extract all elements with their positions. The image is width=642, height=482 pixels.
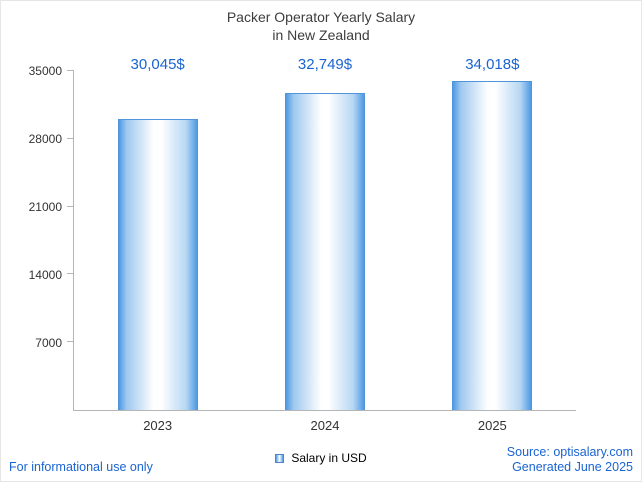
generated-text: Generated June 2025 <box>512 460 633 475</box>
bar-value-label: 30,045$ <box>130 56 185 73</box>
chart-title: Packer Operator Yearly Salary in New Zea… <box>1 8 641 45</box>
source-info: Source: optisalary.com Generated June 20… <box>507 445 633 476</box>
bar-value-label: 34,018$ <box>465 56 520 73</box>
y-tick-label: 28000 <box>28 132 62 146</box>
legend-marker <box>275 453 285 463</box>
y-tick-mark <box>67 273 74 275</box>
x-tick-label: 2023 <box>143 418 173 433</box>
y-tick-label: 14000 <box>28 268 62 282</box>
bar-2024 <box>285 92 365 410</box>
source-text: Source: optisalary.com <box>506 444 633 459</box>
legend-label: Salary in USD <box>291 451 367 465</box>
x-tick-label: 2025 <box>477 418 507 433</box>
chart-title-line2: in New Zealand <box>272 27 370 44</box>
disclaimer-text: For informational use only <box>9 460 153 474</box>
chart-title-line1: Packer Operator Yearly Salary <box>226 9 416 25</box>
bar-2023 <box>117 119 198 410</box>
y-tick-label: 7000 <box>35 336 62 350</box>
y-axis: 7000 14000 21000 28000 35000 <box>1 64 67 411</box>
plot-area: 30,045$ 2023 32,749$ 2024 34,018$ 2025 <box>67 56 576 433</box>
y-tick-label: 35000 <box>28 64 62 78</box>
legend: Salary in USD <box>1 451 641 465</box>
y-tick-mark <box>67 137 74 139</box>
x-tick-label: 2024 <box>310 418 340 433</box>
bar-2025 <box>452 80 533 410</box>
y-tick-label: 21000 <box>28 200 62 214</box>
y-tick-mark <box>67 205 74 207</box>
y-tick-mark <box>67 70 74 71</box>
bar-value-label: 32,749$ <box>297 56 353 73</box>
y-tick-mark <box>67 341 74 343</box>
